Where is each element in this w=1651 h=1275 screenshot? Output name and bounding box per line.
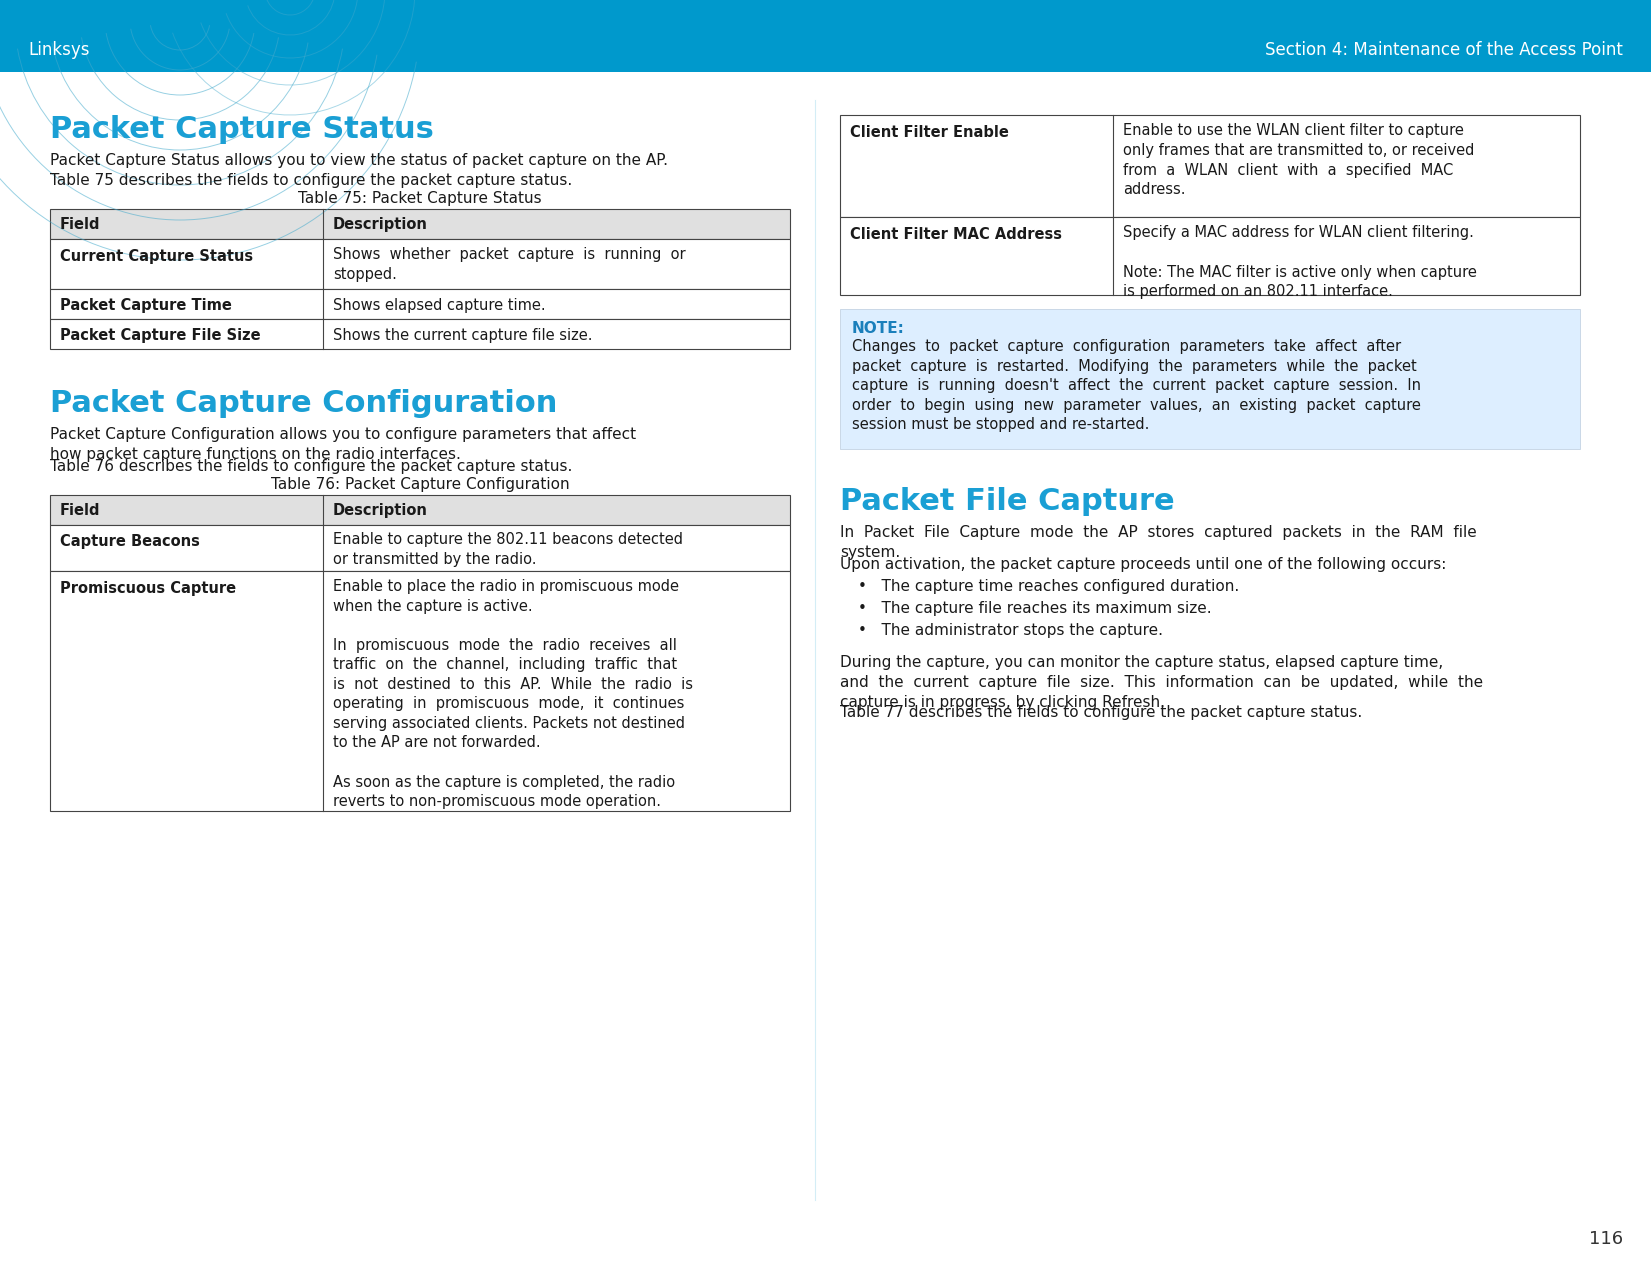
Text: During the capture, you can monitor the capture status, elapsed capture time,
an: During the capture, you can monitor the …	[840, 655, 1483, 710]
Bar	[50, 209, 789, 238]
Text: Packet Capture Time: Packet Capture Time	[59, 298, 231, 312]
Text: Promiscuous Capture: Promiscuous Capture	[59, 581, 236, 595]
Text: Field: Field	[59, 217, 101, 232]
Text: Description: Description	[334, 504, 428, 518]
Text: Changes  to  packet  capture  configuration  parameters  take  affect  after
pac: Changes to packet capture configuration …	[852, 339, 1422, 432]
Text: Enable to capture the 802.11 beacons detected
or transmitted by the radio.: Enable to capture the 802.11 beacons det…	[334, 532, 684, 567]
Text: Enable to place the radio in promiscuous mode
when the capture is active.

In  p: Enable to place the radio in promiscuous…	[334, 579, 693, 810]
Bar	[50, 525, 789, 571]
Text: In  Packet  File  Capture  mode  the  AP  stores  captured  packets  in  the  RA: In Packet File Capture mode the AP store…	[840, 525, 1476, 560]
Bar	[840, 115, 1580, 217]
Text: Shows elapsed capture time.: Shows elapsed capture time.	[334, 298, 545, 312]
Text: Shows  whether  packet  capture  is  running  or
stopped.: Shows whether packet capture is running …	[334, 247, 685, 282]
Text: •   The capture file reaches its maximum size.: • The capture file reaches its maximum s…	[859, 601, 1212, 616]
Text: Packet Capture Configuration allows you to configure parameters that affect
how : Packet Capture Configuration allows you …	[50, 427, 636, 462]
Text: Enable to use the WLAN client filter to capture
only frames that are transmitted: Enable to use the WLAN client filter to …	[1123, 122, 1474, 198]
Bar	[840, 217, 1580, 295]
Text: Table 77 describes the fields to configure the packet capture status.: Table 77 describes the fields to configu…	[840, 705, 1362, 720]
Bar	[50, 289, 789, 319]
Text: Field: Field	[59, 504, 101, 518]
Text: Packet Capture Status allows you to view the status of packet capture on the AP.: Packet Capture Status allows you to view…	[50, 153, 669, 168]
Text: Section 4: Maintenance of the Access Point: Section 4: Maintenance of the Access Poi…	[1265, 41, 1623, 59]
Text: Current Capture Status: Current Capture Status	[59, 249, 253, 264]
Text: Packet File Capture: Packet File Capture	[840, 487, 1174, 516]
Bar	[50, 495, 789, 525]
Text: Specify a MAC address for WLAN client filtering.

Note: The MAC filter is active: Specify a MAC address for WLAN client fi…	[1123, 224, 1478, 300]
Text: Packet Capture Status: Packet Capture Status	[50, 115, 434, 144]
Text: Capture Beacons: Capture Beacons	[59, 534, 200, 550]
Text: Upon activation, the packet capture proceeds until one of the following occurs:: Upon activation, the packet capture proc…	[840, 557, 1446, 572]
Bar	[50, 319, 789, 349]
Text: Client Filter Enable: Client Filter Enable	[850, 125, 1009, 140]
Text: Packet Capture Configuration: Packet Capture Configuration	[50, 389, 558, 418]
Text: •   The capture time reaches configured duration.: • The capture time reaches configured du…	[859, 579, 1240, 594]
Text: NOTE:: NOTE:	[852, 321, 905, 337]
Bar	[50, 238, 789, 289]
Bar	[0, 0, 1651, 71]
Text: 116: 116	[1588, 1230, 1623, 1248]
Text: Table 76 describes the fields to configure the packet capture status.: Table 76 describes the fields to configu…	[50, 459, 573, 474]
Text: Packet Capture File Size: Packet Capture File Size	[59, 328, 261, 343]
Text: Linksys: Linksys	[28, 41, 89, 59]
Bar	[50, 571, 789, 811]
Text: Table 75: Packet Capture Status: Table 75: Packet Capture Status	[299, 191, 542, 207]
Text: Table 75 describes the fields to configure the packet capture status.: Table 75 describes the fields to configu…	[50, 173, 573, 187]
Text: Client Filter MAC Address: Client Filter MAC Address	[850, 227, 1062, 242]
Text: Description: Description	[334, 217, 428, 232]
Text: •   The administrator stops the capture.: • The administrator stops the capture.	[859, 623, 1162, 638]
Bar	[840, 309, 1580, 449]
Text: Shows the current capture file size.: Shows the current capture file size.	[334, 328, 593, 343]
Text: Table 76: Packet Capture Configuration: Table 76: Packet Capture Configuration	[271, 477, 570, 492]
